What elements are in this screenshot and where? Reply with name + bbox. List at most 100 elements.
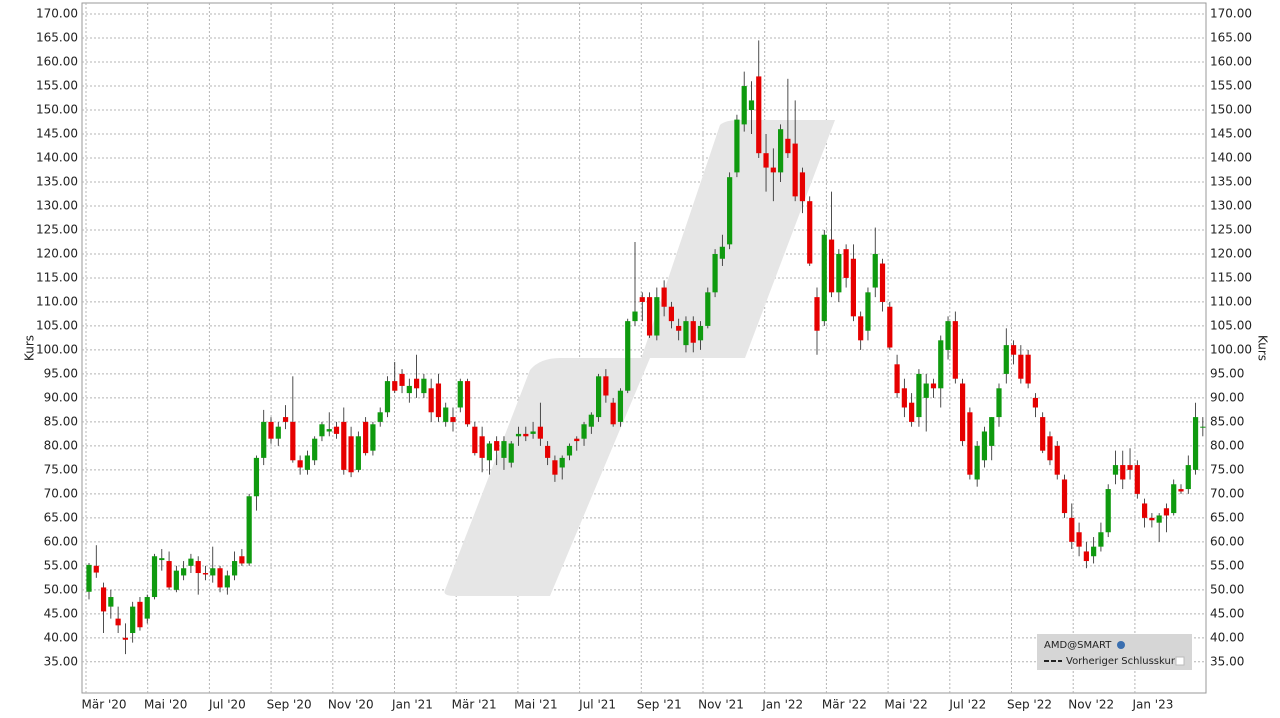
candle-body — [923, 383, 929, 398]
candle-body — [137, 601, 143, 628]
candle-body — [151, 556, 158, 598]
candle-body — [312, 438, 318, 461]
y2-tick-label: 100.00 — [1210, 342, 1252, 356]
candle-body — [399, 373, 405, 386]
y2-tick-label: 115.00 — [1210, 270, 1252, 284]
candle-body — [86, 564, 92, 592]
y-tick-label: 75.00 — [44, 462, 78, 476]
candle-body — [304, 455, 310, 470]
candle-body — [566, 445, 573, 456]
y2-tick-label: 55.00 — [1210, 558, 1244, 572]
grid — [82, 3, 1206, 693]
y-tick-label: 130.00 — [36, 198, 78, 212]
candle-body — [443, 407, 449, 422]
y-tick-label: 110.00 — [36, 294, 78, 308]
y2-tick-label: 145.00 — [1210, 126, 1252, 140]
candle-body — [770, 167, 776, 173]
candle-body — [166, 561, 172, 588]
candle-body — [268, 421, 274, 439]
candle-body — [617, 390, 624, 422]
y2-tick-label: 40.00 — [1210, 630, 1244, 644]
y2-tick-label: 95.00 — [1210, 366, 1244, 380]
candle-body — [545, 445, 551, 458]
candle-body — [792, 143, 798, 197]
candle-body — [1200, 426, 1206, 428]
candle-body — [508, 443, 514, 463]
candle-body — [428, 388, 434, 413]
candle-body — [282, 417, 289, 422]
candle-body — [1134, 465, 1140, 494]
candle-body — [930, 383, 937, 389]
candle-body — [646, 297, 653, 336]
candle-body — [1127, 465, 1133, 470]
y-tick-label: 145.00 — [36, 126, 78, 140]
y2-tick-label: 85.00 — [1210, 414, 1244, 428]
candle-body — [632, 311, 638, 322]
candle-body — [879, 263, 886, 302]
candle-body — [144, 597, 150, 619]
candle-body — [843, 249, 849, 278]
candle-body — [457, 381, 463, 408]
candle-body — [1025, 354, 1031, 384]
candle-body — [435, 383, 442, 418]
candle-body — [406, 385, 412, 394]
candle-body — [1076, 532, 1082, 547]
y2-tick-label: 35.00 — [1210, 654, 1244, 668]
candle-body — [763, 153, 769, 168]
candle-body — [1054, 445, 1060, 475]
y2-tick-label: 65.00 — [1210, 510, 1244, 524]
candle-body — [661, 287, 667, 307]
candle-body — [690, 321, 696, 343]
y2-tick-label: 50.00 — [1210, 582, 1244, 596]
candle-body — [239, 556, 245, 564]
y-tick-label: 85.00 — [44, 414, 78, 428]
candle-body — [996, 388, 1002, 418]
candle-body — [450, 417, 456, 422]
candle-body — [894, 364, 900, 394]
y-tick-label: 125.00 — [36, 222, 78, 236]
candle-body — [217, 568, 223, 588]
x-tick-label: Mai '20 — [144, 698, 187, 712]
candle-body — [1105, 489, 1111, 533]
candle-body — [938, 340, 944, 389]
y-tick-label: 50.00 — [44, 582, 78, 596]
candle-body — [581, 424, 587, 439]
candle-body — [799, 172, 806, 202]
candle-body — [1032, 397, 1038, 408]
candle-body — [596, 376, 602, 418]
candle-body — [333, 426, 340, 434]
x-tick-label: Jul '20 — [208, 698, 246, 712]
x-tick-label: Mai '22 — [884, 698, 927, 712]
y2-tick-label: 45.00 — [1210, 606, 1244, 620]
y-tick-label: 160.00 — [36, 55, 78, 69]
candle-body — [232, 561, 238, 576]
x-tick-label: Nov '22 — [1068, 698, 1114, 712]
y2-tick-label: 155.00 — [1210, 79, 1252, 93]
candle-body — [122, 637, 128, 640]
legend-icon — [1175, 656, 1185, 666]
y-tick-label: 55.00 — [44, 558, 78, 572]
candle-body — [727, 177, 733, 245]
candle-body — [1185, 465, 1191, 490]
candle-body — [108, 597, 114, 607]
y-tick-label: 105.00 — [36, 318, 78, 332]
candle-body — [355, 436, 361, 470]
y-tick-label: 150.00 — [36, 103, 78, 117]
y-tick-label: 155.00 — [36, 79, 78, 93]
candle-body — [952, 321, 958, 379]
x-tick-label: Jul '22 — [948, 698, 986, 712]
candle-body — [945, 321, 951, 350]
candle-body — [872, 253, 878, 288]
candle-body — [858, 316, 864, 341]
y2-tick-label: 105.00 — [1210, 318, 1252, 332]
candle-body — [100, 587, 107, 612]
candle-body — [377, 412, 383, 422]
candle-body — [756, 76, 762, 154]
candle-body — [974, 445, 980, 480]
candle-body — [472, 426, 478, 454]
candle-body — [1010, 345, 1017, 355]
candle-body — [1120, 465, 1126, 480]
candle-body — [676, 325, 682, 331]
y-tick-label: 135.00 — [36, 174, 78, 188]
